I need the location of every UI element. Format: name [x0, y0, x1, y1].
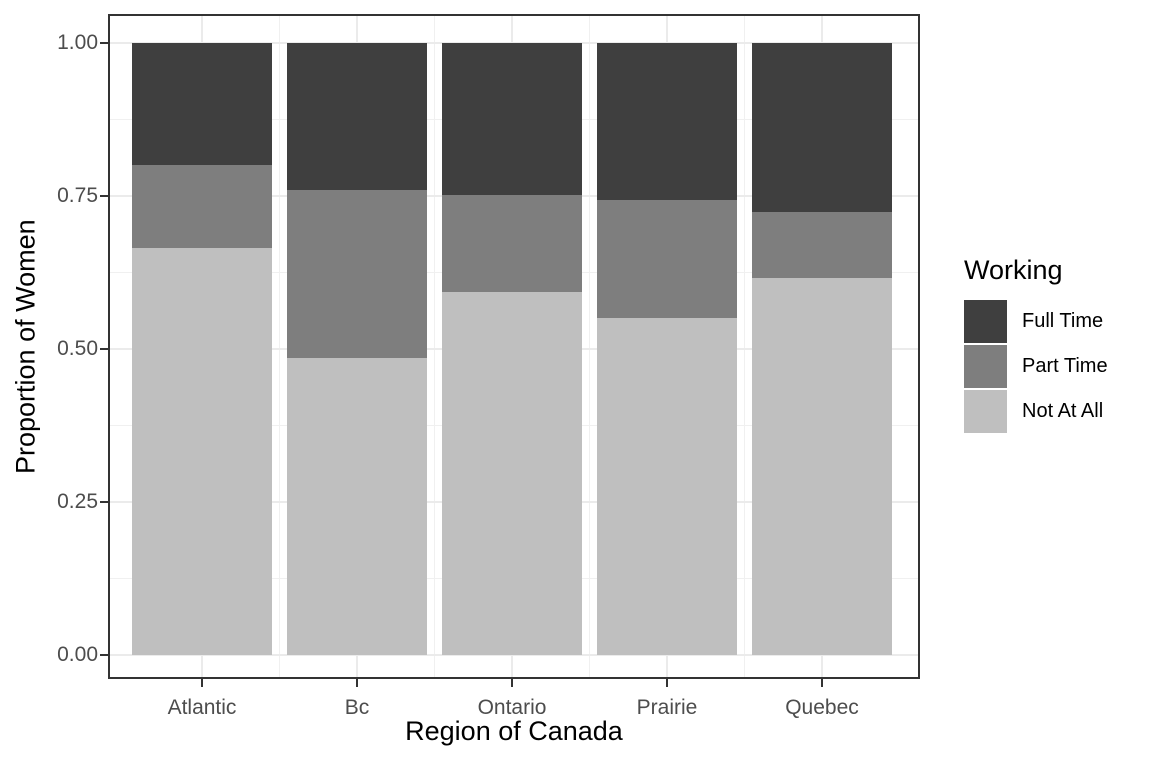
y-axis-tick: [100, 42, 108, 44]
gridline-minor-vertical: [279, 14, 280, 679]
y-axis-tick: [100, 654, 108, 656]
y-axis-tick: [100, 348, 108, 350]
y-axis-tick-label: 1.00: [57, 31, 98, 54]
bar-segment-full-time-bc: [287, 43, 427, 190]
legend-item-full-time: Full Time: [964, 300, 1149, 343]
bar-segment-full-time-atlantic: [132, 43, 272, 166]
y-axis-tick-label: 0.00: [57, 643, 98, 666]
legend-key-full-time-swatch: [964, 300, 1007, 343]
x-axis-tick-label: Quebec: [785, 696, 859, 719]
y-axis-tick-label: 0.50: [57, 337, 98, 360]
gridline-minor-vertical: [434, 14, 435, 679]
legend-key-not-at-all-swatch: [964, 390, 1007, 433]
bar-segment-part-time-bc: [287, 189, 427, 359]
legend-label-not-at-all: Not At All: [1022, 400, 1104, 422]
y-axis-tick-label: 0.75: [57, 184, 98, 207]
legend-title: Working: [964, 255, 1063, 285]
x-axis-tick-label: Bc: [344, 696, 370, 719]
x-axis-tick: [511, 679, 513, 687]
gridline-minor-vertical: [744, 14, 745, 679]
bar-segment-full-time-quebec: [752, 43, 892, 212]
bar-segment-part-time-prairie: [597, 200, 737, 318]
y-axis-tick-label: 0.25: [57, 490, 98, 513]
bar-segment-part-time-quebec: [752, 211, 892, 278]
bar-segment-not-at-all-prairie: [597, 317, 737, 655]
bar-segment-not-at-all-bc: [287, 358, 427, 655]
plot-panel: 0.00 0.25 0.50 0.75 1.00 Atlantic Bc Ontario Pra…: [57, 14, 920, 719]
x-axis-tick-label: Atlantic: [167, 696, 237, 719]
bar-segment-full-time-ontario: [442, 43, 582, 195]
x-axis-tick: [356, 679, 358, 687]
gridline-minor-vertical: [589, 14, 590, 679]
x-axis-title: Region of Canada: [405, 716, 623, 746]
y-axis-tick: [100, 501, 108, 503]
bar-segment-not-at-all-ontario: [442, 292, 582, 655]
y-axis-tick: [100, 195, 108, 197]
x-axis-tick: [821, 679, 823, 687]
bar-segment-full-time-prairie: [597, 43, 737, 201]
x-axis-tick: [201, 679, 203, 687]
bar-segment-not-at-all-atlantic: [132, 248, 272, 655]
x-axis-tick: [666, 679, 668, 687]
legend-item-part-time: Part Time: [964, 345, 1149, 388]
bar-segment-part-time-ontario: [442, 194, 582, 293]
legend-label-part-time: Part Time: [1022, 355, 1108, 377]
legend: Working Full Time Part Time Not At All: [964, 254, 1149, 435]
bar-segment-part-time-atlantic: [132, 165, 272, 248]
bar-segment-not-at-all-quebec: [752, 278, 892, 655]
x-axis-tick-label: Ontario: [477, 696, 547, 719]
legend-item-not-at-all: Not At All: [964, 390, 1149, 433]
x-axis-tick-label: Prairie: [636, 696, 698, 719]
legend-label-full-time: Full Time: [1022, 310, 1104, 332]
gridline-major-horizontal: [108, 654, 920, 656]
legend-key-part-time-swatch: [964, 345, 1007, 388]
